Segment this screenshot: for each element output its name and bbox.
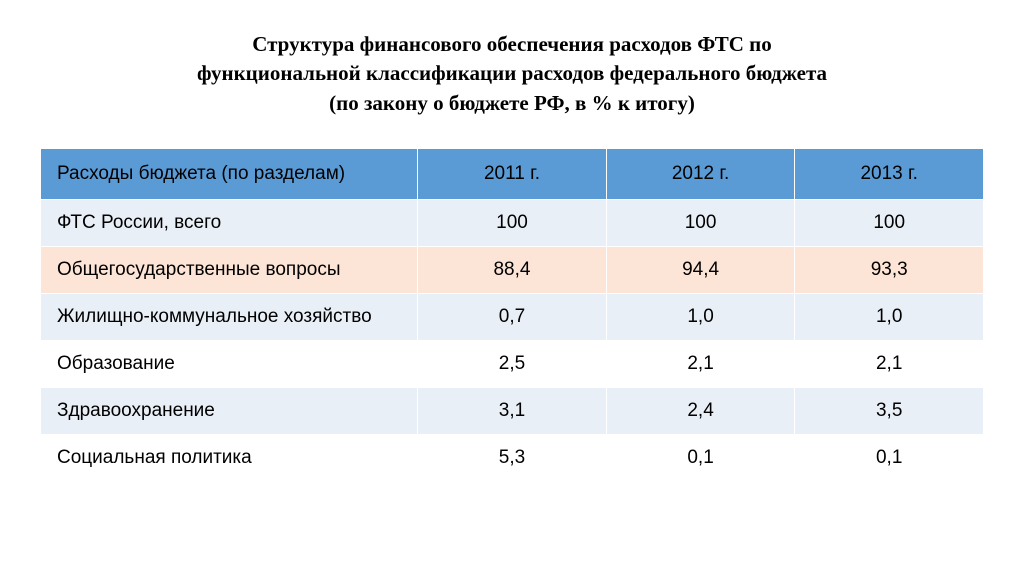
row-value: 100 bbox=[418, 200, 607, 247]
row-value: 0,1 bbox=[795, 435, 984, 482]
row-value: 5,3 bbox=[418, 435, 607, 482]
row-label: Общегосударственные вопросы bbox=[41, 247, 418, 294]
header-2013: 2013 г. bbox=[795, 149, 984, 200]
header-2012: 2012 г. bbox=[606, 149, 795, 200]
row-label: Социальная политика bbox=[41, 435, 418, 482]
table-row: Здравоохранение3,12,43,5 bbox=[41, 388, 984, 435]
row-value: 0,7 bbox=[418, 294, 607, 341]
row-value: 2,4 bbox=[606, 388, 795, 435]
row-label: ФТС России, всего bbox=[41, 200, 418, 247]
header-label: Расходы бюджета (по разделам) bbox=[41, 149, 418, 200]
row-value: 0,1 bbox=[606, 435, 795, 482]
row-label: Здравоохранение bbox=[41, 388, 418, 435]
budget-structure-table: Расходы бюджета (по разделам) 2011 г. 20… bbox=[40, 148, 984, 482]
table-header-row: Расходы бюджета (по разделам) 2011 г. 20… bbox=[41, 149, 984, 200]
row-value: 3,5 bbox=[795, 388, 984, 435]
row-label: Жилищно-коммунальное хозяйство bbox=[41, 294, 418, 341]
title-line-3: (по закону о бюджете РФ, в % к итогу) bbox=[329, 91, 695, 115]
row-value: 100 bbox=[795, 200, 984, 247]
row-value: 2,1 bbox=[795, 341, 984, 388]
row-label: Образование bbox=[41, 341, 418, 388]
row-value: 100 bbox=[606, 200, 795, 247]
header-2011: 2011 г. bbox=[418, 149, 607, 200]
table-row: Образование2,52,12,1 bbox=[41, 341, 984, 388]
row-value: 88,4 bbox=[418, 247, 607, 294]
row-value: 94,4 bbox=[606, 247, 795, 294]
row-value: 2,1 bbox=[606, 341, 795, 388]
row-value: 1,0 bbox=[795, 294, 984, 341]
row-value: 1,0 bbox=[606, 294, 795, 341]
title-line-2: функциональной классификации расходов фе… bbox=[197, 61, 827, 85]
table-row: Общегосударственные вопросы88,494,493,3 bbox=[41, 247, 984, 294]
table-row: Жилищно-коммунальное хозяйство0,71,01,0 bbox=[41, 294, 984, 341]
title-line-1: Структура финансового обеспечения расход… bbox=[252, 32, 772, 56]
table-row: ФТС России, всего100100100 bbox=[41, 200, 984, 247]
row-value: 2,5 bbox=[418, 341, 607, 388]
row-value: 3,1 bbox=[418, 388, 607, 435]
row-value: 93,3 bbox=[795, 247, 984, 294]
page-title: Структура финансового обеспечения расход… bbox=[40, 30, 984, 118]
table-row: Социальная политика5,30,10,1 bbox=[41, 435, 984, 482]
